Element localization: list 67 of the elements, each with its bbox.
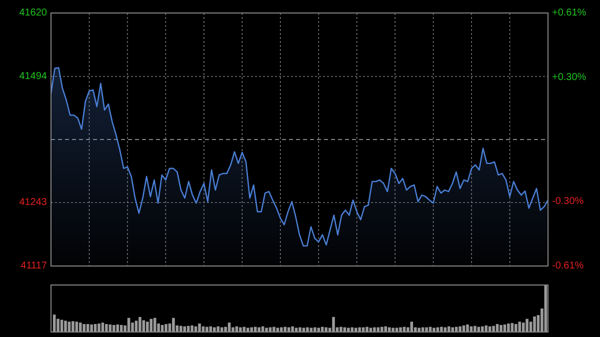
bar xyxy=(384,326,388,332)
bar xyxy=(272,326,276,332)
bar xyxy=(206,326,208,332)
bar xyxy=(332,316,335,332)
bar xyxy=(500,324,502,332)
bar xyxy=(366,326,368,332)
bar xyxy=(380,326,384,332)
bar xyxy=(172,318,175,332)
bar xyxy=(298,327,302,332)
bar xyxy=(239,327,242,332)
y2-tick-label: +0.61% xyxy=(552,8,586,18)
bar xyxy=(373,327,376,332)
y-tick-label: 41117 xyxy=(20,260,48,272)
bar xyxy=(112,324,116,332)
y-tick-label: 41243 xyxy=(19,197,48,208)
bar xyxy=(216,326,220,332)
bar xyxy=(224,326,227,332)
bar xyxy=(179,326,182,332)
bar xyxy=(340,326,342,332)
bar xyxy=(146,322,149,332)
bar xyxy=(313,327,316,332)
bar xyxy=(306,327,309,332)
bar xyxy=(291,326,294,332)
bar xyxy=(533,316,536,332)
bar xyxy=(90,324,93,332)
bar xyxy=(56,318,60,332)
bar xyxy=(440,326,443,332)
bar xyxy=(258,327,260,332)
bar xyxy=(514,324,518,332)
bar xyxy=(82,324,86,332)
bar xyxy=(526,318,528,332)
bar xyxy=(458,326,462,332)
bar xyxy=(518,322,522,332)
bar xyxy=(358,327,361,332)
bar xyxy=(324,327,328,332)
bar xyxy=(212,327,216,332)
bar xyxy=(138,316,142,332)
bar xyxy=(492,326,495,332)
bar xyxy=(474,326,476,332)
bar xyxy=(164,324,168,332)
bar xyxy=(72,321,74,332)
bar xyxy=(116,324,119,332)
bar xyxy=(466,324,469,332)
bar xyxy=(183,326,186,332)
bar xyxy=(78,322,82,332)
bar xyxy=(105,324,108,332)
bar xyxy=(484,325,488,332)
bar xyxy=(64,320,67,332)
bar xyxy=(507,324,510,332)
bar xyxy=(447,326,450,332)
y-tick-label: 41494 xyxy=(19,70,48,82)
bar xyxy=(425,327,428,332)
y-tick-label: 41620 xyxy=(19,8,48,18)
bar xyxy=(280,327,283,332)
bar xyxy=(284,326,287,332)
bar xyxy=(399,327,402,332)
y2-tick-label: -0.61% xyxy=(552,260,584,272)
bar xyxy=(451,327,454,332)
bar xyxy=(250,327,254,332)
y2-tick-label: +0.30% xyxy=(552,72,586,83)
bar xyxy=(481,326,484,332)
y2-tick-label: -0.30% xyxy=(552,196,584,208)
bar xyxy=(190,325,194,332)
bar xyxy=(150,318,153,332)
bar xyxy=(350,327,354,332)
bar xyxy=(198,324,201,332)
bar xyxy=(98,324,100,332)
